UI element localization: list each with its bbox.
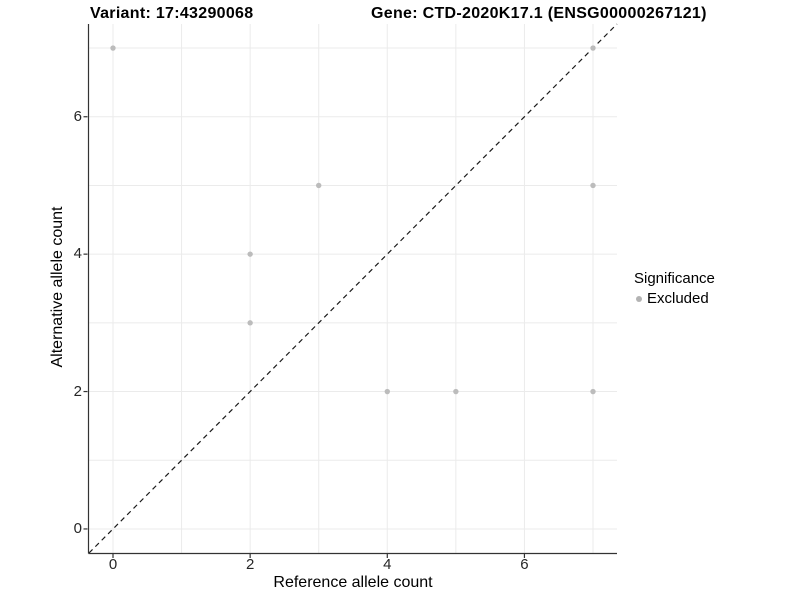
legend-title: Significance [634,270,715,287]
identity-diagonal-line [88,23,618,554]
excluded-point-icon [636,295,642,302]
y-tick-label: 2 [73,382,82,400]
y-tick-label: 4 [73,245,82,263]
data-point [590,45,596,51]
data-point [316,182,322,189]
legend: Significance Excluded [634,270,715,307]
y-tick-label: 0 [73,519,82,537]
x-tick-label: 2 [245,556,255,573]
y-tick-label: 6 [73,107,82,125]
gene-title: Gene: CTD-2020K17.1 (ENSG00000267121) [371,5,707,22]
variant-title: Variant: 17:43290068 [90,5,254,22]
data-point [247,251,253,257]
x-axis-title: Reference allele count [273,574,433,591]
x-tick-label: 4 [383,556,392,573]
legend-item-excluded: Excluded [634,290,715,307]
y-axis-title: Alternative allele count [49,206,66,368]
x-tick-label: 6 [520,556,529,573]
x-tick-label: 0 [108,556,118,573]
legend-item-label: Excluded [647,290,709,307]
data-point [247,320,253,326]
data-point [590,182,596,189]
data-point [384,388,390,395]
data-point [110,45,116,51]
data-point [453,388,459,395]
data-point [590,388,596,395]
